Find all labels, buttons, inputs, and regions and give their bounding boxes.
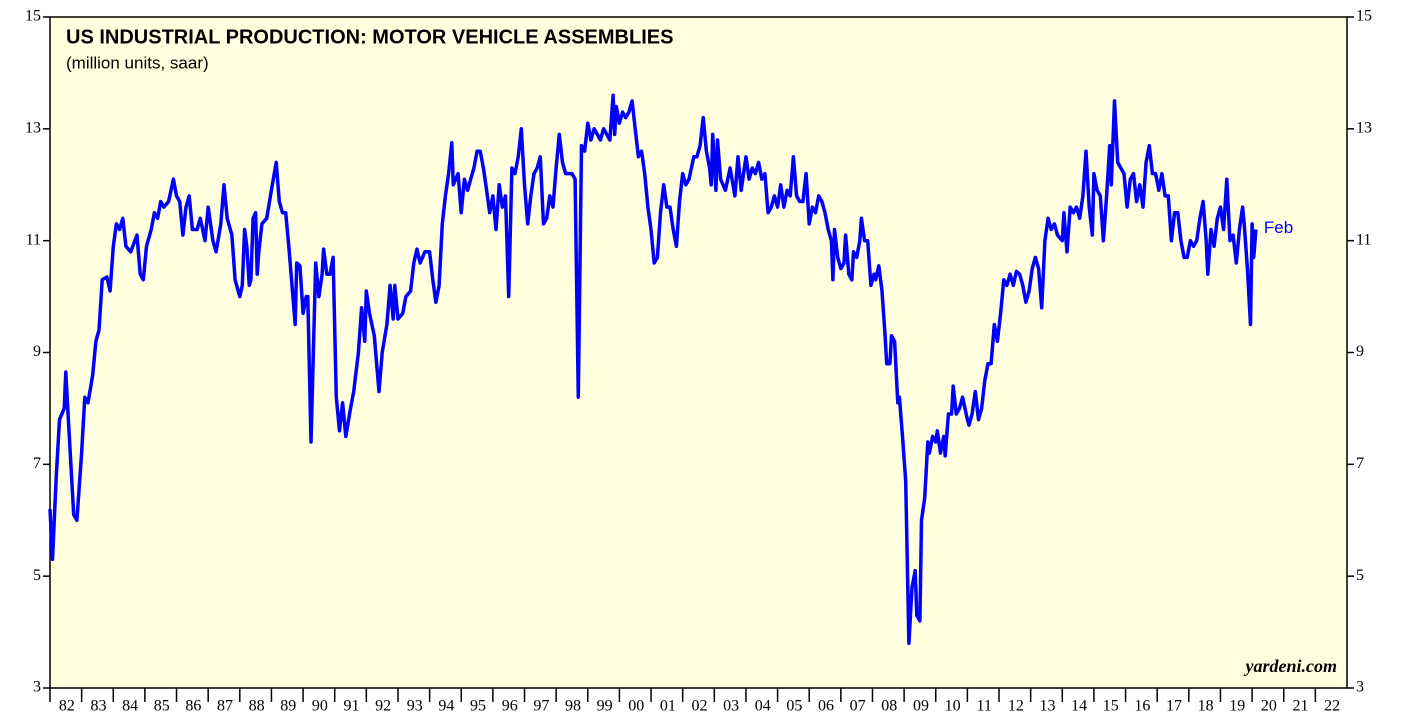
- x-tick-label: 13: [1039, 698, 1055, 715]
- y-tick-label: 5: [1356, 567, 1364, 584]
- x-tick-label: 99: [597, 698, 613, 715]
- x-tick-label: 16: [1134, 698, 1150, 715]
- x-tick-label: 90: [312, 698, 328, 715]
- x-tick-label: 03: [723, 698, 739, 715]
- x-tick-label: 96: [502, 698, 518, 715]
- x-tick-label: 19: [1229, 698, 1245, 715]
- plot-area: [49, 16, 1348, 689]
- x-tick-label: 82: [59, 698, 75, 715]
- x-tick-label: 20: [1261, 698, 1277, 715]
- x-tick-label: 10: [945, 698, 961, 715]
- y-tick-label: 13: [1356, 120, 1372, 137]
- data-line: [48, 93, 1258, 646]
- x-tick-label: 08: [881, 698, 897, 715]
- y-tick-label: 11: [1356, 231, 1371, 248]
- y-tick-label: 9: [1356, 343, 1364, 360]
- x-tick-label: 87: [217, 698, 233, 715]
- x-tick-label: 84: [122, 698, 138, 715]
- chart-title: US INDUSTRIAL PRODUCTION: MOTOR VEHICLE …: [66, 26, 673, 48]
- x-tick-label: 95: [470, 698, 486, 715]
- x-tick-label: 14: [1071, 698, 1087, 715]
- y-tick-label: 3: [1356, 679, 1364, 696]
- y-tick-label: 7: [33, 455, 41, 472]
- x-tick-label: 83: [90, 698, 106, 715]
- x-tick-label: 07: [850, 698, 866, 715]
- x-tick-label: 21: [1293, 698, 1309, 715]
- x-tick-label: 22: [1324, 698, 1340, 715]
- x-tick-label: 17: [1166, 698, 1182, 715]
- x-tick-label: 02: [692, 698, 708, 715]
- y-tick-label: 11: [26, 231, 41, 248]
- y-tick-label: 7: [1356, 455, 1364, 472]
- x-tick-label: 09: [913, 698, 929, 715]
- x-tick-label: 12: [1008, 698, 1024, 715]
- x-tick-label: 01: [660, 698, 676, 715]
- x-tick-label: 98: [565, 698, 581, 715]
- x-tick-label: 89: [280, 698, 296, 715]
- source-label: yardeni.com: [1244, 656, 1338, 676]
- x-tick-label: 86: [185, 698, 201, 715]
- x-tick-label: 00: [628, 698, 644, 715]
- y-tick-label: 5: [33, 567, 41, 584]
- x-tick-label: 11: [977, 698, 992, 715]
- x-tick-label: 97: [533, 698, 549, 715]
- x-tick-label: 05: [786, 698, 802, 715]
- y-tick-label: 9: [33, 343, 41, 360]
- x-tick-label: 15: [1103, 698, 1119, 715]
- x-tick-label: 88: [249, 698, 265, 715]
- x-tick-label: 04: [755, 698, 771, 715]
- y-tick-label: 15: [1356, 8, 1372, 25]
- y-tick-label: 15: [25, 8, 41, 25]
- x-tick-label: 06: [818, 698, 834, 715]
- x-tick-label: 85: [154, 698, 170, 715]
- x-tick-label: 91: [344, 698, 360, 715]
- y-tick-label: 13: [25, 120, 41, 137]
- y-tick-label: 3: [33, 679, 41, 696]
- x-tick-label: 18: [1198, 698, 1214, 715]
- chart-subtitle: (million units, saar): [66, 53, 209, 72]
- x-tick-label: 92: [375, 698, 391, 715]
- annotation: Feb: [1264, 218, 1293, 237]
- x-tick-label: 94: [438, 698, 454, 715]
- x-tick-label: 93: [407, 698, 423, 715]
